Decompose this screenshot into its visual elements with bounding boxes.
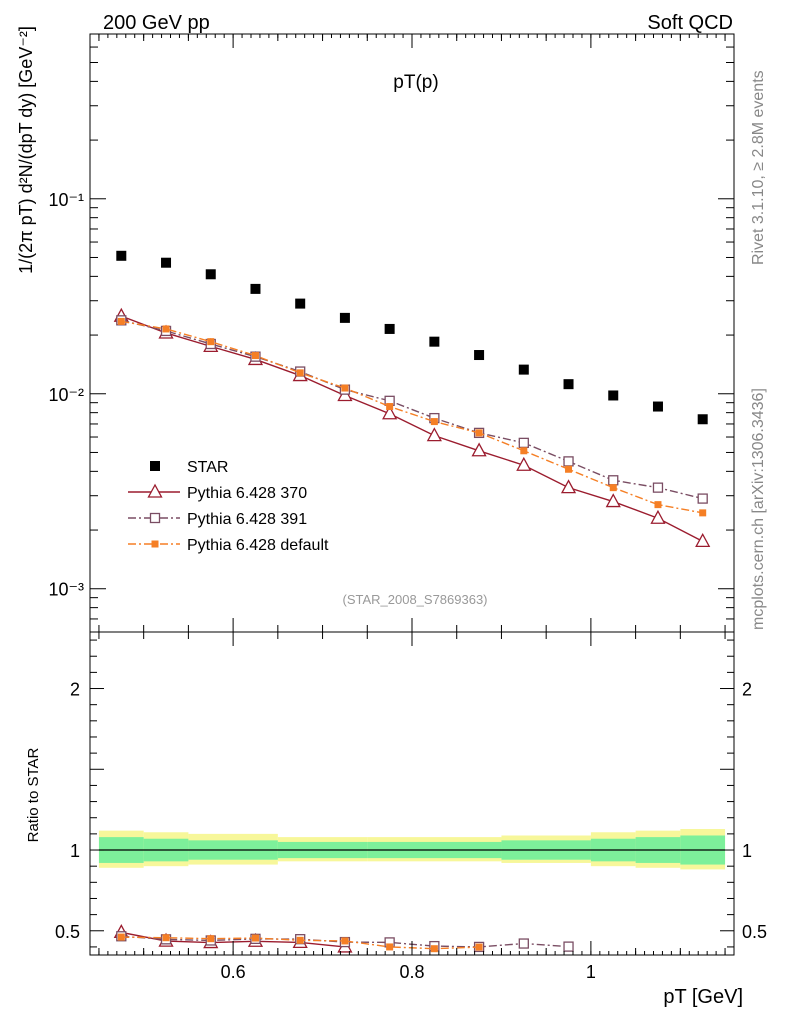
ratio-y-tick-label-right: 0.5	[742, 922, 767, 942]
data-point-2	[518, 437, 529, 449]
data-point-3	[475, 429, 483, 437]
ratio-point-2	[162, 934, 170, 942]
ratio-line-1	[121, 935, 569, 948]
data-point-3	[341, 384, 349, 392]
data-point-3	[386, 403, 394, 411]
data-point-0	[474, 350, 485, 361]
legend-label-1: Pythia 6.428 370	[187, 485, 307, 502]
ratio-point-1	[518, 938, 529, 949]
ratio-y-tick-label-right: 1	[742, 841, 752, 861]
ratio-panel-frame	[89, 631, 735, 956]
data-point-0	[205, 269, 216, 280]
top-y-axis-label: 1/(2π pT) d²N/(dpT dy) [GeV⁻²]	[16, 26, 36, 274]
data-point-1	[382, 405, 398, 420]
x-axis-label: pT [GeV]	[663, 986, 743, 1008]
ratio-point-2	[475, 943, 483, 951]
data-point-3	[296, 369, 304, 377]
legend-label-3: Pythia 6.428 default	[187, 537, 329, 554]
data-point-1	[426, 427, 442, 442]
data-point-0	[518, 364, 529, 375]
ratio-point-1	[563, 941, 574, 952]
ratio-point-2	[341, 937, 349, 945]
series-line-1	[121, 315, 704, 542]
data-point-3	[609, 484, 617, 492]
data-point-0	[339, 312, 350, 323]
series-line-3	[121, 320, 703, 514]
data-point-0	[384, 323, 395, 334]
data-point-3	[117, 317, 125, 325]
mcplots-label: mcplots.cern.ch [arXiv:1306.3436]	[750, 388, 767, 630]
legend-label-0: STAR	[187, 459, 228, 476]
legend-label-2: Pythia 6.428 391	[187, 511, 307, 528]
data-point-3	[430, 418, 438, 426]
data-point-3	[251, 352, 259, 360]
ratio-y-tick-label-left: 2	[70, 680, 80, 700]
data-point-1	[605, 493, 621, 508]
ratio-point-2	[251, 934, 259, 942]
data-point-0	[295, 298, 306, 309]
data-point-1	[560, 479, 577, 494]
data-point-0	[250, 283, 261, 294]
legend-marker-0	[150, 461, 160, 471]
data-point-3	[654, 501, 662, 509]
data-point-3	[207, 338, 215, 346]
data-point-0	[608, 390, 619, 401]
ratio-point-2	[117, 933, 125, 941]
data-point-2	[563, 456, 574, 467]
data-point-0	[429, 336, 440, 347]
data-point-3	[699, 509, 707, 517]
data-point-3	[520, 447, 528, 455]
data-point-1	[695, 532, 711, 548]
legend-marker-3	[151, 540, 159, 548]
data-point-0	[652, 401, 663, 412]
data-point-0	[697, 414, 708, 425]
series-line-2	[121, 319, 703, 500]
x-tick-label: 0.8	[399, 962, 424, 982]
legend-marker-1	[147, 483, 163, 498]
data-point-3	[565, 465, 573, 473]
data-point-2	[697, 493, 708, 504]
data-point-2	[652, 482, 664, 493]
header-right: Soft QCD	[647, 12, 733, 34]
data-point-3	[162, 325, 170, 333]
plot-title: pT(p)	[393, 72, 438, 93]
ratio-point-2	[430, 945, 438, 953]
data-point-1	[650, 509, 666, 524]
legend-marker-2	[149, 512, 161, 524]
rivet-label: Rivet 3.1.10, ≥ 2.8M events	[750, 70, 767, 265]
top-y-tick-label: 10⁻²	[48, 385, 84, 405]
data-point-0	[161, 257, 172, 268]
ratio-y-tick-label-left: 0.5	[55, 922, 80, 942]
ratio-point-2	[386, 943, 394, 951]
legend: STAR Pythia 6.428 370 Pythia 6.428 391 Pyth…	[128, 459, 329, 554]
ratio-point-2	[296, 936, 304, 944]
top-y-tick-label: 10⁻³	[48, 580, 84, 600]
analysis-annotation: (STAR_2008_S7869363)	[342, 592, 487, 607]
ratio-point-2	[207, 935, 215, 943]
data-point-0	[116, 250, 127, 261]
data-point-1	[471, 442, 487, 457]
ratio-y-axis-label: Ratio to STAR	[25, 747, 42, 842]
header-left: 200 GeV pp	[103, 12, 210, 34]
x-tick-label: 1	[586, 962, 596, 982]
top-y-tick-label: 10⁻¹	[48, 190, 84, 210]
x-tick-label: 0.6	[221, 962, 246, 982]
data-point-0	[563, 379, 574, 390]
ratio-y-tick-label-left: 1	[70, 841, 80, 861]
data-point-1	[516, 456, 532, 471]
ratio-y-tick-label-right: 2	[742, 680, 752, 700]
data-point-2	[608, 475, 619, 486]
